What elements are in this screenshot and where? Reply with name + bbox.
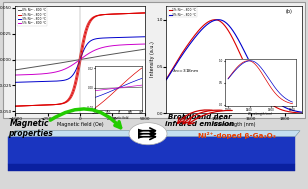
5% Ni²⁺, 800 °C — [75, 61, 79, 63]
3% Ni²⁺, 800 °C — [300, 111, 304, 113]
X-axis label: Magnetic field (Oe): Magnetic field (Oe) — [57, 122, 103, 127]
Line: 0% Ni²⁺, 800 °C: 0% Ni²⁺, 800 °C — [15, 49, 145, 70]
5% Ni²⁺, 800 °C — [83, 55, 87, 57]
1% Ni²⁺, 800 °C — [300, 112, 304, 114]
3% Ni²⁺, 800 °C — [76, 65, 79, 67]
Polygon shape — [8, 164, 295, 171]
Legend: 0% Ni²⁺, 800 °C, 1% Ni²⁺, 800 °C, 3% Ni²⁺, 800 °C, 5% Ni²⁺, 800 °C: 0% Ni²⁺, 800 °C, 1% Ni²⁺, 800 °C, 3% Ni²… — [17, 7, 47, 26]
0% Ni²⁺, 800 °C — [140, 49, 144, 51]
0% Ni²⁺, 800 °C — [83, 57, 87, 60]
3% Ni²⁺, 800 °C — [83, 46, 87, 48]
3% Ni²⁺, 800 °C — [143, 36, 147, 38]
1% Ni²⁺, 800 °C — [75, 76, 79, 78]
3% Ni²⁺, 800 °C — [238, 41, 242, 44]
5% Ni²⁺, 800 °C — [91, 50, 94, 53]
1% Ni²⁺, 800 °C — [143, 12, 147, 14]
1% Ni²⁺, 800 °C — [91, 17, 94, 19]
0% Ni²⁺, 800 °C — [120, 52, 123, 54]
5% Ni²⁺, 800 °C — [14, 74, 17, 76]
0% Ni²⁺, 800 °C — [91, 56, 94, 59]
3% Ni²⁺, 800 °C — [245, 56, 249, 58]
X-axis label: Magnetic field: Magnetic field — [109, 116, 128, 120]
Line: 3% Ni²⁺, 800 °C: 3% Ni²⁺, 800 °C — [166, 20, 302, 112]
Y-axis label: Intensity (a.u.): Intensity (a.u.) — [150, 42, 155, 77]
3% Ni²⁺, 800 °C — [75, 67, 79, 69]
3% Ni²⁺, 800 °C — [14, 81, 17, 84]
3% Ni²⁺, 800 °C — [229, 27, 233, 29]
Polygon shape — [138, 129, 144, 133]
0% Ni²⁺, 800 °C — [75, 59, 79, 61]
5% Ni²⁺, 800 °C — [120, 44, 123, 46]
1% Ni²⁺, 800 °C — [276, 107, 280, 109]
Text: $\lambda_{ex}$=318nm: $\lambda_{ex}$=318nm — [172, 67, 199, 75]
1% Ni²⁺, 800 °C — [76, 72, 79, 74]
Polygon shape — [138, 132, 144, 136]
3% Ni²⁺, 800 °C — [297, 111, 301, 113]
Text: Magnetic
properties: Magnetic properties — [8, 119, 52, 138]
X-axis label: Wavelength (nm): Wavelength (nm) — [248, 112, 272, 116]
1% Ni²⁺, 800 °C — [230, 36, 234, 38]
FancyBboxPatch shape — [3, 2, 305, 119]
X-axis label: Wavelength (nm): Wavelength (nm) — [213, 122, 255, 127]
3% Ni²⁺, 800 °C — [276, 102, 280, 104]
0% Ni²⁺, 800 °C — [143, 48, 147, 50]
Text: (b): (b) — [286, 9, 293, 14]
Text: Broadband near
infrared emission: Broadband near infrared emission — [165, 114, 235, 127]
1% Ni²⁺, 800 °C — [213, 19, 217, 21]
1% Ni²⁺, 800 °C — [238, 52, 242, 55]
3% Ni²⁺, 800 °C — [230, 28, 234, 30]
Polygon shape — [138, 135, 144, 139]
Legend: 1% Ni²⁺, 800 °C, 3% Ni²⁺, 800 °C: 1% Ni²⁺, 800 °C, 3% Ni²⁺, 800 °C — [168, 7, 197, 18]
5% Ni²⁺, 800 °C — [140, 43, 144, 45]
Line: 1% Ni²⁺, 800 °C: 1% Ni²⁺, 800 °C — [166, 20, 302, 113]
1% Ni²⁺, 800 °C — [245, 68, 249, 70]
0% Ni²⁺, 800 °C — [14, 69, 17, 71]
3% Ni²⁺, 800 °C — [164, 79, 168, 81]
1% Ni²⁺, 800 °C — [164, 78, 168, 80]
1% Ni²⁺, 800 °C — [14, 105, 17, 107]
Text: Ni²⁺-doped β-Ga₂O₃: Ni²⁺-doped β-Ga₂O₃ — [198, 132, 276, 139]
1% Ni²⁺, 800 °C — [297, 112, 301, 114]
Ellipse shape — [129, 123, 167, 145]
0% Ni²⁺, 800 °C — [76, 59, 79, 61]
5% Ni²⁺, 800 °C — [76, 60, 79, 63]
3% Ni²⁺, 800 °C — [140, 36, 144, 38]
1% Ni²⁺, 800 °C — [83, 32, 87, 34]
1% Ni²⁺, 800 °C — [120, 13, 123, 15]
Polygon shape — [8, 137, 295, 164]
Line: 5% Ni²⁺, 800 °C: 5% Ni²⁺, 800 °C — [15, 44, 145, 75]
3% Ni²⁺, 800 °C — [217, 19, 221, 21]
3% Ni²⁺, 800 °C — [120, 36, 123, 39]
Polygon shape — [8, 131, 300, 137]
1% Ni²⁺, 800 °C — [140, 12, 144, 14]
Line: 1% Ni²⁺, 800 °C: 1% Ni²⁺, 800 °C — [15, 13, 145, 106]
1% Ni²⁺, 800 °C — [229, 34, 233, 36]
5% Ni²⁺, 800 °C — [143, 43, 147, 45]
3% Ni²⁺, 800 °C — [91, 39, 94, 41]
Line: 3% Ni²⁺, 800 °C: 3% Ni²⁺, 800 °C — [15, 37, 145, 82]
